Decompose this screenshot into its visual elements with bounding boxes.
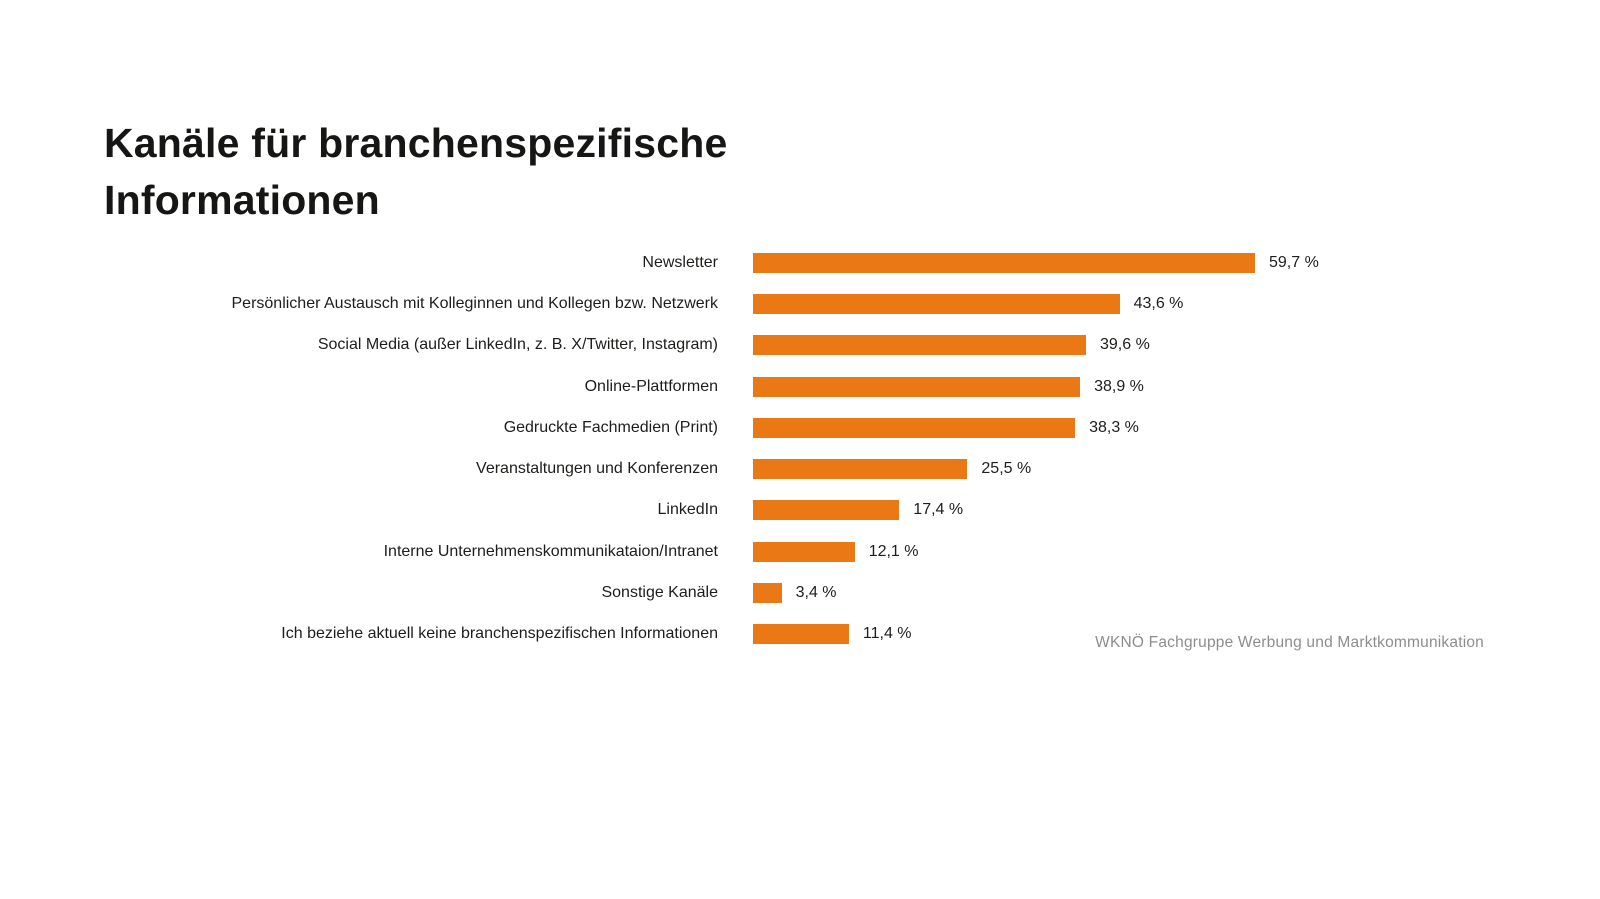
bar-zone: 17,4 % <box>753 500 964 521</box>
bar-value-label: 38,9 % <box>1094 377 1144 395</box>
bar-label: Newsletter <box>642 253 718 271</box>
chart-row: LinkedIn 17,4 % <box>0 490 1600 531</box>
bar <box>753 583 782 604</box>
chart-row: Gedruckte Fachmedien (Print) 38,3 % <box>0 407 1600 448</box>
bar <box>753 293 1120 314</box>
bar <box>753 624 849 645</box>
bar-label: Ich beziehe aktuell keine branchenspezif… <box>281 625 718 643</box>
bar-label: Veranstaltungen und Konferenzen <box>476 460 718 478</box>
bar-zone: 39,6 % <box>753 335 1150 356</box>
chart-row: Newsletter 59,7 % <box>0 242 1600 283</box>
bar-label: LinkedIn <box>657 501 719 519</box>
bar-zone: 11,4 % <box>753 624 912 645</box>
bar-zone: 59,7 % <box>753 252 1319 273</box>
bar <box>753 459 968 480</box>
bar-zone: 25,5 % <box>753 459 1032 480</box>
bar-label: Sonstige Kanäle <box>601 584 718 602</box>
bar <box>753 252 1255 273</box>
bar-label: Interne Unternehmenskommunikataion/Intra… <box>383 542 718 560</box>
bar-label: Persönlicher Austausch mit Kolleginnen u… <box>231 294 719 312</box>
bar-value-label: 3,4 % <box>795 584 837 602</box>
bar <box>753 335 1086 356</box>
bar-zone: 3,4 % <box>753 583 837 604</box>
bar-value-label: 11,4 % <box>862 625 912 643</box>
bar <box>753 376 1081 397</box>
bar-value-label: 38,3 % <box>1089 418 1139 436</box>
chart-row: Social Media (außer LinkedIn, z. B. X/Tw… <box>0 325 1600 366</box>
bar-zone: 38,9 % <box>753 376 1144 397</box>
bar <box>753 417 1076 438</box>
bar-value-label: 43,6 % <box>1133 294 1184 312</box>
bar-value-label: 25,5 % <box>981 460 1032 478</box>
bar-value-label: 17,4 % <box>913 501 964 519</box>
bar <box>753 500 900 521</box>
chart-row: Ich beziehe aktuell keine branchenspezif… <box>0 614 1600 655</box>
bar-label: Online-Plattformen <box>584 377 718 395</box>
bar-zone: 43,6 % <box>753 293 1184 314</box>
bar-value-label: 12,1 % <box>868 542 919 560</box>
source-caption: WKNÖ Fachgruppe Werbung und Marktkommuni… <box>1095 634 1484 651</box>
chart-row: Persönlicher Austausch mit Kolleginnen u… <box>0 283 1600 324</box>
bar-value-label: 39,6 % <box>1100 336 1150 354</box>
chart-title: Kanäle für branchenspezifische Informati… <box>104 120 728 224</box>
bar-label: Gedruckte Fachmedien (Print) <box>503 418 718 436</box>
chart-row: Sonstige Kanäle 3,4 % <box>0 572 1600 613</box>
chart-row: Online-Plattformen 38,9 % <box>0 366 1600 407</box>
chart-row: Interne Unternehmenskommunikataion/Intra… <box>0 531 1600 572</box>
bar-zone: 12,1 % <box>753 541 919 562</box>
bar <box>753 541 855 562</box>
bar-zone: 38,3 % <box>753 417 1139 438</box>
chart-row: Veranstaltungen und Konferenzen 25,5 % <box>0 448 1600 489</box>
bar-label: Social Media (außer LinkedIn, z. B. X/Tw… <box>317 336 718 354</box>
bar-value-label: 59,7 % <box>1269 253 1319 271</box>
bar-chart: Newsletter 59,7 % Persönlicher Austausch m… <box>0 242 1600 655</box>
